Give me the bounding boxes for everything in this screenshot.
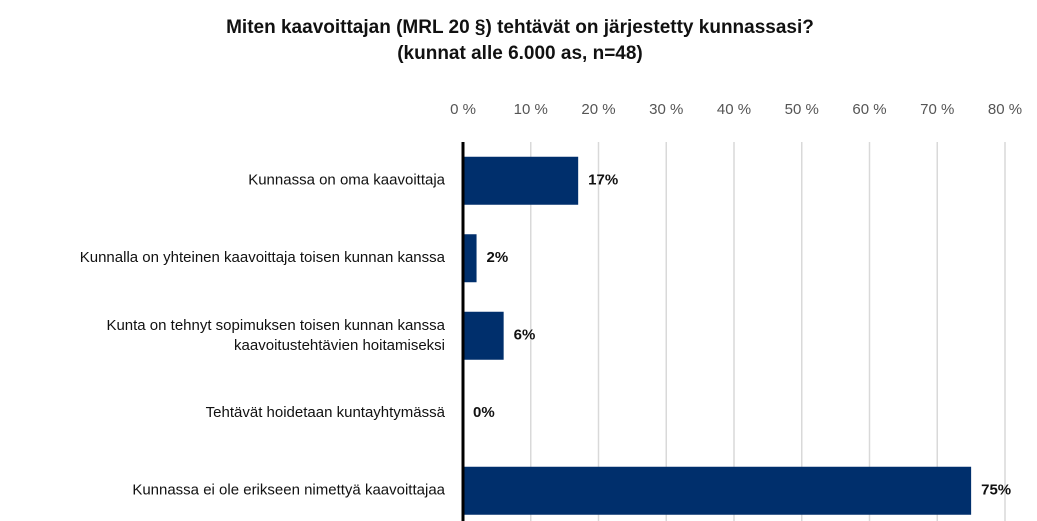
value-label: 2% [487,249,509,266]
x-tick-label: 0 % [450,101,476,118]
x-tick-label: 80 % [988,101,1022,118]
x-tick-label: 40 % [717,101,751,118]
bar [463,311,504,360]
chart-title: (kunnat alle 6.000 as, n=48) [397,43,643,64]
bar [463,234,477,283]
bar [463,466,972,515]
bar [463,156,579,205]
category-label: Kunta on tehnyt sopimuksen toisen kunnan… [106,317,445,354]
category-label: Kunnassa on oma kaavoittaja [248,172,445,189]
x-tick-label: 20 % [581,101,615,118]
x-tick-label: 10 % [514,101,548,118]
category-label: Kunnalla on yhteinen kaavoittaja toisen … [80,249,446,266]
x-tick-label: 70 % [920,101,954,118]
value-label: 6% [514,327,536,344]
chart-title: Miten kaavoittajan (MRL 20 §) tehtävät o… [226,17,814,38]
value-label: 75% [981,482,1011,499]
x-tick-label: 30 % [649,101,683,118]
x-tick-label: 50 % [785,101,819,118]
value-label: 0% [473,404,495,421]
value-label: 17% [588,172,618,189]
category-label: Tehtävät hoidetaan kuntayhtymässä [206,404,446,421]
category-label: Kunnassa ei ole erikseen nimettyä kaavoi… [132,482,445,499]
x-tick-label: 60 % [852,101,886,118]
